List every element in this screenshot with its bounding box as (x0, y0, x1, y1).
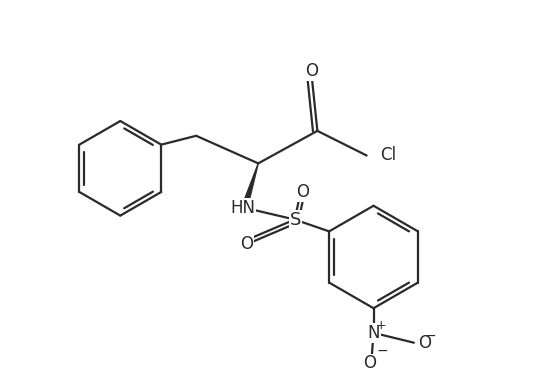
Text: HN: HN (230, 199, 255, 217)
Text: +: + (376, 319, 387, 333)
Text: O: O (363, 355, 376, 372)
Text: −: − (377, 344, 388, 358)
Text: O: O (418, 334, 431, 352)
Text: S: S (290, 211, 301, 229)
Text: O: O (305, 62, 318, 80)
Polygon shape (241, 163, 258, 209)
Text: O: O (240, 235, 253, 253)
Text: −: − (425, 329, 437, 343)
Text: N: N (367, 324, 380, 342)
Text: Cl: Cl (381, 147, 397, 164)
Text: O: O (296, 183, 309, 201)
